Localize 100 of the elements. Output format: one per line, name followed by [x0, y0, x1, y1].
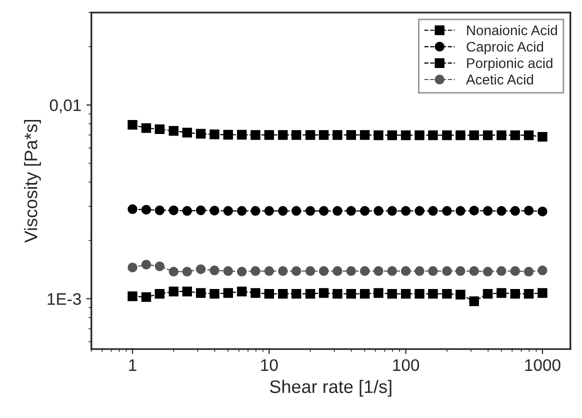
point: [400, 206, 411, 216]
point: [250, 130, 260, 140]
point: [400, 288, 411, 299]
point: [291, 266, 302, 276]
point: [291, 130, 302, 140]
point: [456, 206, 466, 216]
point: [428, 130, 438, 140]
point: [154, 124, 165, 134]
point: [264, 288, 274, 299]
point: [236, 266, 247, 276]
point: [400, 266, 411, 276]
point: [538, 206, 548, 216]
point: [223, 288, 234, 298]
point: [428, 206, 438, 216]
point: [264, 206, 274, 216]
point: [141, 123, 152, 133]
point: [400, 130, 411, 140]
point: [182, 206, 192, 216]
point: [482, 206, 493, 216]
point: [496, 288, 506, 298]
point: [305, 288, 316, 299]
point: [442, 206, 452, 216]
point: [496, 206, 506, 216]
point: [196, 128, 206, 139]
point: [524, 130, 534, 140]
point: [442, 288, 452, 299]
point: [154, 261, 165, 272]
point: [236, 130, 247, 140]
point: [346, 130, 356, 140]
point: [305, 130, 316, 140]
point: [128, 291, 138, 302]
point: [374, 266, 384, 276]
point: [182, 286, 192, 296]
point: [250, 266, 260, 276]
point: [442, 130, 452, 140]
point: [360, 266, 370, 276]
point: [428, 288, 438, 299]
point: [538, 132, 548, 142]
point: [428, 266, 438, 276]
x-tick-label: 100: [393, 359, 420, 371]
point: [168, 205, 179, 216]
point: [236, 286, 247, 296]
point: [291, 206, 302, 216]
point: [510, 206, 520, 216]
point: [414, 288, 424, 299]
point: [360, 206, 370, 216]
point: [196, 205, 206, 216]
point: [469, 206, 479, 216]
x-tick-label: 10: [261, 359, 278, 371]
point: [332, 206, 342, 216]
point: [141, 292, 152, 302]
point: [469, 130, 479, 140]
point: [538, 266, 548, 276]
x-tick-label: 1: [129, 359, 136, 371]
point: [264, 266, 274, 276]
point: [278, 130, 288, 140]
point: [442, 266, 452, 276]
point: [374, 206, 384, 216]
point: [374, 130, 384, 140]
point: [154, 288, 165, 299]
x-axis-title: Shear rate [1/s]: [270, 380, 392, 397]
point: [332, 288, 342, 299]
point: [360, 288, 370, 299]
point: [250, 288, 260, 298]
point: [236, 206, 247, 216]
point: [210, 130, 220, 140]
point: [496, 266, 506, 276]
point: [496, 130, 506, 140]
point: [318, 130, 329, 140]
point: [524, 288, 534, 299]
legend-label: Caproic Acid: [466, 41, 544, 54]
point: [414, 206, 424, 216]
point: [456, 266, 466, 276]
point: [482, 130, 493, 140]
point: [168, 286, 179, 296]
point: [182, 266, 192, 276]
point: [223, 266, 234, 276]
point: [469, 296, 479, 306]
point: [524, 206, 534, 216]
point: [318, 206, 329, 216]
point: [387, 130, 397, 140]
point: [250, 206, 260, 216]
point: [414, 266, 424, 276]
point: [278, 288, 288, 299]
point: [332, 266, 342, 276]
point: [346, 206, 356, 216]
point: [128, 120, 138, 130]
point: [387, 266, 397, 276]
point: [510, 288, 520, 299]
legend-label: Acetic Acid: [466, 74, 534, 84]
point: [210, 266, 220, 276]
point: [456, 130, 466, 140]
point: [196, 288, 206, 298]
point: [182, 128, 192, 138]
point: [414, 130, 424, 140]
point: [305, 206, 316, 216]
point: [538, 288, 548, 298]
point: [168, 126, 179, 136]
point: [374, 288, 384, 298]
point: [168, 266, 179, 276]
